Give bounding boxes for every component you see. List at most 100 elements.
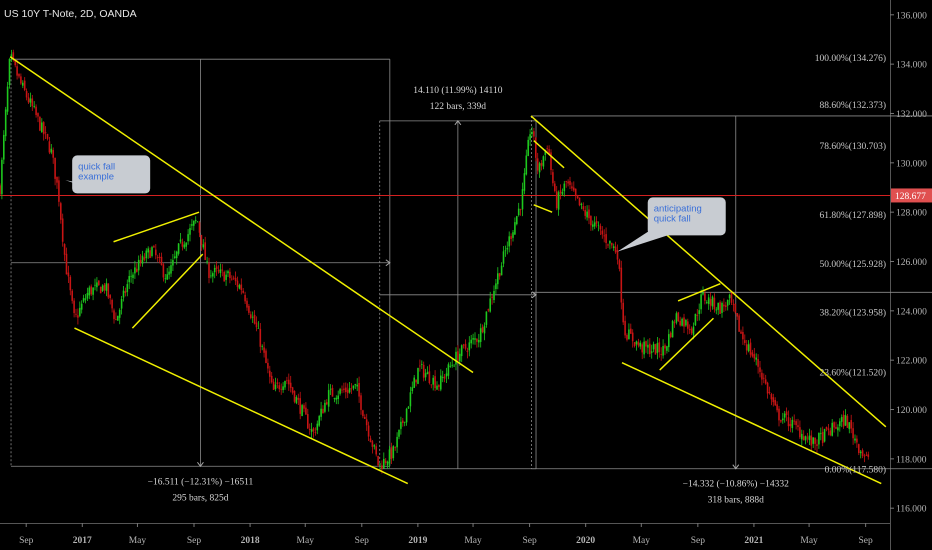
candle-body: [341, 389, 343, 391]
candle-body: [573, 187, 575, 191]
fib-level-label: 50.00%(125.928): [820, 259, 887, 270]
candle-body: [98, 280, 100, 286]
candle-body: [320, 408, 322, 417]
candle-body: [269, 370, 271, 377]
candle-body: [267, 362, 269, 369]
candle-body: [234, 277, 237, 282]
candle-body: [250, 314, 252, 318]
candle-body: [105, 283, 108, 291]
candle-body: [402, 420, 404, 423]
measure-arrow: [385, 259, 391, 267]
candle-body: [474, 338, 476, 340]
candle-body: [314, 432, 317, 434]
candle-body: [348, 388, 351, 393]
candle-body: [365, 419, 368, 426]
candle-body: [702, 292, 704, 295]
candle-body: [823, 429, 826, 442]
candle-body: [548, 149, 550, 155]
candle-body: [489, 298, 491, 312]
callout-quick-fall[interactable]: [72, 155, 151, 194]
candle-body: [614, 246, 617, 253]
callout-text: anticipating: [654, 203, 702, 214]
candle-body: [462, 344, 465, 346]
trendline-channel-1-lower[interactable]: [74, 327, 409, 485]
candle-body: [242, 290, 244, 293]
candle-body: [850, 420, 852, 429]
candle-body: [229, 271, 231, 279]
candle-body: [506, 248, 509, 250]
candle-body: [71, 290, 73, 301]
trendline-channel-2-lower[interactable]: [621, 361, 882, 485]
candle-body: [593, 222, 596, 227]
candle-body: [839, 421, 841, 427]
trendline-flag-2-lower[interactable]: [659, 317, 714, 371]
candle-body: [438, 384, 440, 388]
candle-body: [540, 162, 543, 166]
candle-body: [719, 302, 721, 314]
candle-body: [307, 414, 309, 429]
candle-body: [789, 423, 792, 427]
candle-body: [39, 116, 41, 131]
candle-body: [327, 390, 330, 407]
y-tick-label: 124.000: [896, 307, 927, 317]
candle-body: [707, 297, 710, 304]
candle-body: [130, 275, 132, 277]
trendline-flag-2-upper[interactable]: [677, 283, 721, 302]
candle-body: [238, 285, 241, 289]
candle-body: [162, 264, 165, 278]
candle-body: [407, 406, 410, 409]
candle-body: [126, 284, 129, 292]
trendline-flag-1-upper[interactable]: [113, 211, 200, 243]
candle-body: [367, 425, 370, 437]
candle-body: [554, 183, 556, 191]
candle-body: [466, 350, 469, 352]
candle-body: [409, 392, 412, 407]
candle-body: [660, 353, 662, 355]
candle-body: [185, 242, 187, 247]
candle-body: [155, 249, 157, 256]
candle-body: [193, 220, 195, 226]
candle-body: [147, 248, 149, 253]
trendline-channel-2-upper[interactable]: [530, 115, 887, 428]
candle-body: [379, 463, 381, 465]
candle-body: [542, 156, 545, 167]
candle-body: [360, 395, 362, 410]
candle-body: [41, 122, 43, 133]
candle-body: [196, 221, 199, 223]
trendline-flag-1-lower[interactable]: [131, 253, 204, 329]
candle-body: [274, 384, 277, 390]
candle-body: [248, 305, 250, 313]
candle-body: [645, 341, 647, 347]
candle-body: [565, 181, 567, 183]
candle-body: [166, 274, 168, 280]
candle-body: [582, 206, 585, 210]
candle-body: [818, 433, 820, 445]
candle-body: [179, 239, 182, 242]
candle-body: [696, 315, 699, 316]
candle-body: [244, 294, 246, 302]
trendline-channel-1-upper[interactable]: [9, 56, 474, 374]
candle-body: [858, 444, 860, 453]
candle-body: [6, 86, 9, 112]
candle-body: [12, 52, 15, 60]
candle-body: [521, 189, 524, 210]
x-tick-label: May: [297, 536, 315, 546]
candle-body: [289, 382, 292, 388]
candle-body: [531, 131, 533, 134]
candle-body: [535, 137, 537, 158]
candle-body: [795, 421, 797, 426]
candle-body: [478, 339, 480, 343]
candle-body: [755, 357, 757, 360]
candle-body: [84, 298, 87, 300]
x-tick-label: Sep: [187, 536, 202, 546]
candle-body: [369, 438, 372, 443]
callout-anticipating[interactable]: [647, 197, 726, 236]
fib-level-label: 88.60%(132.373): [820, 100, 887, 111]
trendline-drop-line-b[interactable]: [533, 204, 553, 213]
x-tick-label: May: [800, 536, 818, 546]
candle-body: [37, 113, 39, 117]
trendline-drop-line-a[interactable]: [533, 140, 565, 169]
candle-body: [527, 139, 529, 156]
candle-body: [403, 421, 406, 423]
